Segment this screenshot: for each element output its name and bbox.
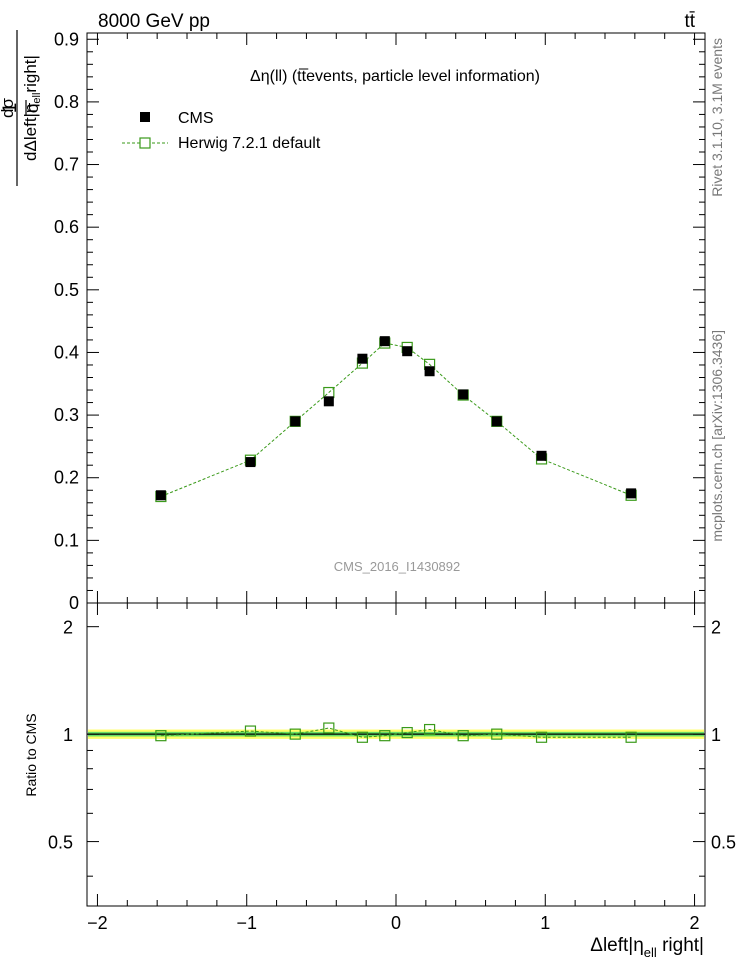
main-y-tick-label: 0.8 bbox=[54, 92, 79, 112]
x-axis-label: Δleft|ηell right| bbox=[590, 935, 704, 960]
ratio-point bbox=[323, 722, 335, 734]
main-y-tick-label: 0.6 bbox=[54, 217, 79, 237]
x-tick-label: 0 bbox=[391, 913, 401, 933]
svg-text:σ: σ bbox=[23, 102, 42, 113]
main-y-tick-label: 0 bbox=[69, 593, 79, 613]
main-y-tick-label: 0.3 bbox=[54, 405, 79, 425]
cms-point bbox=[155, 490, 166, 501]
cms-point bbox=[290, 416, 301, 427]
ratio-series bbox=[155, 722, 637, 743]
plot-title: Δη(ll) (tt̅events, particle level inform… bbox=[250, 68, 540, 85]
main-axis-ticks: 0 0.1 0.2 0.3 0.4 0.5 0.6 0.7 0.8 0.9 bbox=[54, 29, 705, 613]
energy-label: 8000 GeV pp bbox=[98, 11, 210, 32]
ratio-point bbox=[401, 726, 413, 739]
svg-text:1: 1 bbox=[0, 103, 21, 114]
main-y-tick-label: 0.1 bbox=[54, 530, 79, 550]
ratio-y-tick-label: 2 bbox=[63, 618, 73, 638]
main-y-axis-label: 1 σ bbox=[0, 100, 42, 116]
ratio-point bbox=[535, 731, 548, 743]
main-y-tick-label: 0.7 bbox=[54, 155, 79, 175]
svg-text:dσ: dσ bbox=[0, 98, 17, 118]
legend: CMS Herwig 7.2.1 default bbox=[122, 110, 321, 152]
ratio-point bbox=[625, 731, 637, 743]
cms-point bbox=[402, 346, 413, 357]
x-tick-label: −2 bbox=[87, 913, 108, 933]
ratio-point bbox=[289, 728, 301, 740]
ratio-y-axis-label: Ratio to CMS bbox=[23, 713, 39, 796]
analysis-watermark: CMS_2016_I1430892 bbox=[334, 559, 461, 574]
x-tick-label: 2 bbox=[690, 913, 700, 933]
x-axis-ticks: −2 −1 0 1 2 bbox=[87, 33, 700, 933]
cms-series bbox=[155, 336, 637, 501]
cms-point bbox=[323, 396, 334, 407]
ratio-point bbox=[356, 731, 369, 743]
herwig-line bbox=[160, 342, 632, 497]
ratio-y-tick-label-right: 2 bbox=[711, 618, 721, 638]
rivet-label: Rivet 3.1.10, 3.1M events bbox=[709, 38, 725, 197]
ratio-y-tick-label: 0.5 bbox=[48, 833, 73, 853]
svg-text:dΔleft|ηellright|: dΔleft|ηellright| bbox=[21, 55, 43, 161]
ratio-point bbox=[244, 725, 257, 737]
process-label: tt̄ bbox=[684, 11, 695, 32]
cms-point bbox=[626, 488, 637, 499]
ratio-y-tick-label: 1 bbox=[63, 725, 73, 745]
cms-point bbox=[424, 366, 435, 377]
mcplots-label: mcplots.cern.ch [arXiv:1306.3436] bbox=[709, 330, 725, 542]
main-y-tick-label: 0.4 bbox=[54, 342, 79, 362]
main-y-tick-label: 0.9 bbox=[54, 29, 79, 49]
legend-herwig-marker bbox=[139, 137, 151, 149]
x-tick-label: −1 bbox=[236, 913, 257, 933]
ratio-point bbox=[423, 723, 436, 736]
ratio-point bbox=[155, 730, 167, 742]
main-y-tick-label: 0.2 bbox=[54, 468, 79, 488]
cms-point bbox=[379, 336, 390, 347]
ratio-point bbox=[379, 730, 391, 742]
ratio-line bbox=[160, 727, 632, 738]
main-y-axis-label-2: dσ dΔleft|ηellright| bbox=[0, 30, 43, 186]
legend-cms-marker bbox=[140, 112, 150, 122]
ratio-axis-ticks: 0.5 0.5 1 1 2 2 bbox=[48, 618, 736, 877]
legend-cms-label: CMS bbox=[178, 110, 214, 127]
main-y-tick-label: 0.5 bbox=[54, 280, 79, 300]
x-tick-label: 1 bbox=[540, 913, 550, 933]
legend-herwig-label: Herwig 7.2.1 default bbox=[178, 135, 321, 152]
cms-point bbox=[536, 450, 547, 461]
ratio-y-tick-label-right: 1 bbox=[711, 725, 721, 745]
herwig-series bbox=[155, 337, 637, 503]
cms-point bbox=[458, 389, 469, 400]
cms-point bbox=[245, 457, 256, 468]
ratio-point bbox=[491, 728, 503, 740]
ratio-y-tick-label-right: 0.5 bbox=[711, 833, 736, 853]
ratio-point bbox=[457, 730, 469, 742]
cms-point bbox=[491, 416, 502, 427]
cms-point bbox=[357, 353, 368, 364]
ratio-panel-frame bbox=[86, 602, 706, 907]
